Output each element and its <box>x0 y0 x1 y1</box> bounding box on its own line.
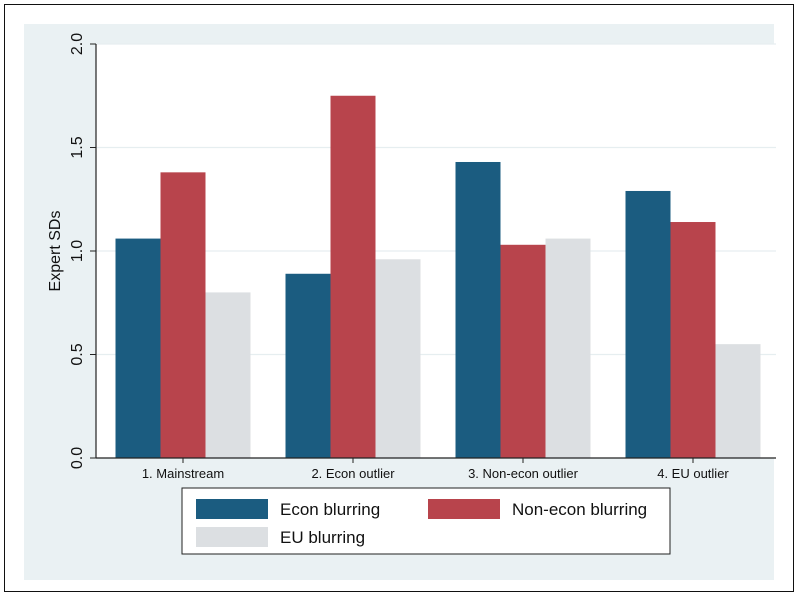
bar-non-econ-blurring-1 <box>160 172 206 458</box>
axes <box>90 43 776 463</box>
x-tick-label: 1. Mainstream <box>142 466 224 481</box>
bar-eu-blurring-2 <box>375 259 421 458</box>
y-axis-label: Expert SDs <box>47 211 64 292</box>
bar-non-econ-blurring-3 <box>500 244 546 458</box>
y-tick-label: 1.0 <box>69 240 86 262</box>
bar-eu-blurring-3 <box>545 238 591 458</box>
bar-econ-blurring-4 <box>625 190 671 458</box>
bar-eu-blurring-1 <box>205 292 251 458</box>
bar-econ-blurring-2 <box>285 273 331 458</box>
bar-econ-blurring-1 <box>115 238 161 458</box>
y-tick-labels: 0.0 0.5 1.0 1.5 2.0 <box>69 33 86 469</box>
bar-non-econ-blurring-4 <box>670 222 716 458</box>
legend-swatch <box>196 499 268 519</box>
legend-label: EU blurring <box>280 528 365 547</box>
x-tick-label: 4. EU outlier <box>657 466 729 481</box>
y-tick-label: 2.0 <box>69 33 86 55</box>
y-tick-label: 1.5 <box>69 136 86 158</box>
x-tick-label: 3. Non-econ outlier <box>468 466 579 481</box>
legend-swatch <box>428 499 500 519</box>
x-tick-labels: 1. Mainstream 2. Econ outlier 3. Non-econ … <box>142 466 730 481</box>
bars <box>115 95 761 459</box>
legend-swatch <box>196 527 268 547</box>
bar-eu-blurring-4 <box>715 344 761 458</box>
legend: Econ blurring Non-econ blurring EU blurrin… <box>181 487 671 555</box>
bar-econ-blurring-3 <box>455 161 501 459</box>
legend-label: Econ blurring <box>280 500 380 519</box>
legend-label: Non-econ blurring <box>512 500 647 519</box>
y-tick-label: 0.0 <box>69 447 86 469</box>
y-tick-label: 0.5 <box>69 343 86 365</box>
bar-non-econ-blurring-2 <box>330 95 376 458</box>
x-tick-label: 2. Econ outlier <box>311 466 395 481</box>
